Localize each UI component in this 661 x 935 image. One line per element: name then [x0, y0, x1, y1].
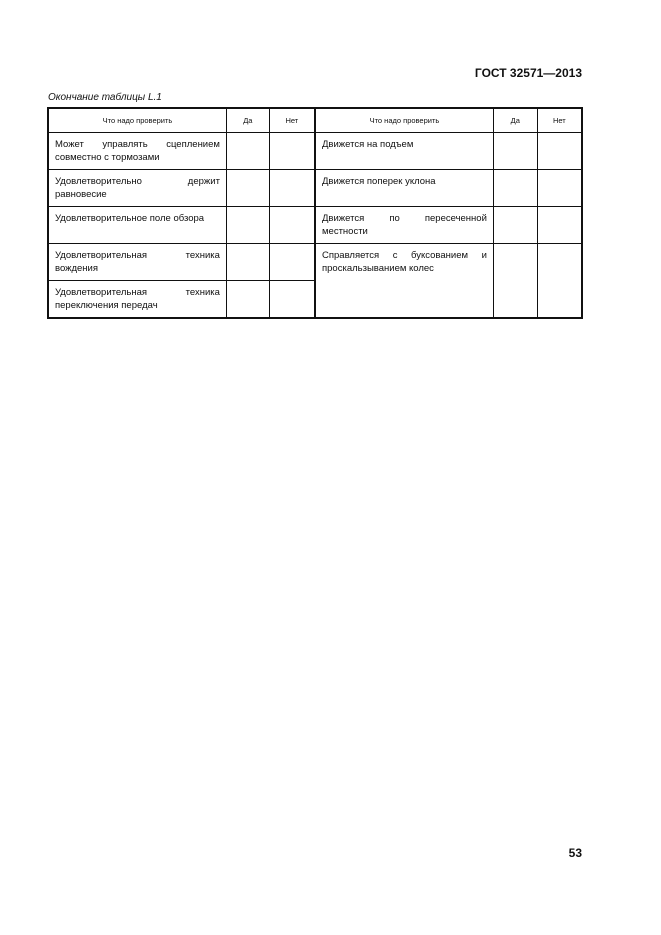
table-row: Удовлетворительная техника переключения … — [47, 280, 582, 319]
no-cell — [536, 243, 583, 319]
no-cell — [536, 169, 583, 207]
yes-cell — [492, 169, 538, 207]
check-item: Удовлетворительная техника вождения — [47, 243, 227, 281]
no-cell — [268, 132, 316, 170]
yes-cell — [225, 169, 270, 207]
page-number: 53 — [568, 846, 582, 860]
yes-cell — [225, 280, 270, 319]
checklist-table: Что надо проверить Да Нет Что надо прове… — [47, 107, 583, 319]
check-item: Движется на подъем — [314, 132, 494, 170]
check-item: Удовлетворительное поле обзора — [47, 206, 227, 244]
header-what-to-check: Что надо проверить — [314, 107, 494, 133]
yes-cell — [225, 206, 270, 244]
check-item: Движется по пересеченной местности — [314, 206, 494, 244]
check-item: Удовлетворительная техника переключения … — [47, 280, 227, 319]
no-cell — [268, 243, 316, 281]
yes-cell — [492, 132, 538, 170]
yes-cell — [225, 132, 270, 170]
check-item: Справляется с буксованием и проскальзыва… — [314, 243, 494, 319]
no-cell — [268, 280, 316, 319]
no-cell — [268, 206, 316, 244]
no-cell — [268, 169, 316, 207]
header-no: Нет — [536, 107, 583, 133]
header-yes: Да — [225, 107, 270, 133]
check-item: Может управлять сцеплением совместно с т… — [47, 132, 227, 170]
yes-cell — [492, 243, 538, 319]
table-row: Удовлетворительно держит равновесие Движ… — [47, 169, 583, 207]
table-row: Может управлять сцеплением совместно с т… — [47, 132, 583, 170]
table-row: Удовлетворительная техника вождения Спра… — [47, 243, 583, 319]
no-cell — [536, 206, 583, 244]
table-header-row: Что надо проверить Да Нет Что надо прове… — [47, 107, 583, 133]
check-item: Удовлетворительно держит равновесие — [47, 169, 227, 207]
yes-cell — [225, 243, 270, 281]
header-what-to-check: Что надо проверить — [47, 107, 227, 133]
no-cell — [536, 132, 583, 170]
table-row: Удовлетворительное поле обзора Движется … — [47, 206, 583, 244]
document-id: ГОСТ 32571—2013 — [474, 66, 582, 80]
table-caption: Окончание таблицы L.1 — [48, 92, 162, 103]
header-yes: Да — [492, 107, 538, 133]
check-item: Движется поперек уклона — [314, 169, 494, 207]
yes-cell — [492, 206, 538, 244]
header-no: Нет — [268, 107, 316, 133]
